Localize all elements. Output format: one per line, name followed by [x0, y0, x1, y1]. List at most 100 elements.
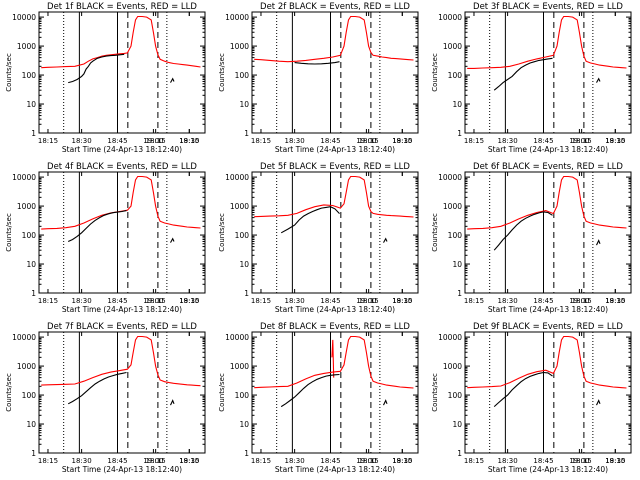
- x-tick-label: 19:15: [392, 297, 412, 305]
- panel-1: Det 1f BLACK = Events, RED = LLD 1 10 100 10…: [5, 2, 206, 154]
- x-tick-label: 19:00: [143, 137, 163, 145]
- x-tick-label: 18:45: [320, 297, 340, 305]
- y-axis-label: Counts/sec: [218, 213, 226, 252]
- lld-series-line: [254, 15, 414, 63]
- y-tick-label: 1000: [443, 362, 462, 371]
- events-series-line: [68, 53, 125, 84]
- y-tick-label: 1000: [230, 42, 249, 51]
- x-tick-label: 19:00: [143, 457, 163, 465]
- y-tick-label: 10: [26, 100, 36, 109]
- lld-series-line: [467, 335, 627, 389]
- events-series-line: [596, 77, 601, 83]
- lld-series-line: [41, 335, 201, 387]
- lld-series-line: [331, 339, 335, 378]
- panel-title: Det 2f BLACK = Events, RED = LLD: [260, 2, 410, 12]
- x-tick-label: 18:30: [392, 457, 412, 465]
- y-axis-label: Counts/sec: [5, 373, 13, 412]
- y-tick-label: 1000: [230, 202, 249, 211]
- events-series-line: [280, 206, 340, 234]
- x-axis-label: Start Time (24-Apr-13 18:12:40): [488, 305, 608, 314]
- x-tick-label: 18:15: [146, 297, 166, 305]
- x-axis-label: Start Time (24-Apr-13 18:12:40): [275, 145, 395, 154]
- y-tick-label: 100: [448, 391, 463, 400]
- x-tick-label: 19:15: [605, 137, 625, 145]
- y-axis-label: Counts/sec: [218, 373, 226, 412]
- y-tick-label: 10000: [438, 173, 462, 182]
- panel-title: Det 4f BLACK = Events, RED = LLD: [47, 162, 197, 172]
- x-tick-label: 18:30: [179, 297, 199, 305]
- y-tick-label: 1: [244, 449, 249, 458]
- plot-frame: [251, 11, 419, 134]
- x-tick-label: 18:30: [498, 457, 518, 465]
- lld-series-line: [41, 175, 201, 230]
- x-tick-label: 18:30: [605, 137, 625, 145]
- x-axis-label: Start Time (24-Apr-13 18:12:40): [275, 305, 395, 314]
- events-series-line: [67, 371, 127, 405]
- y-tick-label: 10000: [12, 333, 36, 342]
- y-tick-label: 10: [452, 100, 462, 109]
- lld-series-line: [254, 335, 414, 389]
- events-series-line: [493, 211, 553, 251]
- y-tick-label: 100: [448, 71, 463, 80]
- x-tick-label: 18:15: [251, 137, 271, 145]
- x-tick-label: 19:00: [569, 297, 589, 305]
- x-tick-label: 18:30: [392, 137, 412, 145]
- x-tick-label: 18:15: [464, 137, 484, 145]
- y-tick-label: 1: [457, 129, 462, 138]
- panel-title: Det 8f BLACK = Events, RED = LLD: [260, 322, 410, 332]
- x-tick-label: 19:00: [569, 457, 589, 465]
- x-tick-label: 18:45: [107, 297, 127, 305]
- events-series-line: [596, 399, 601, 406]
- y-tick-label: 10000: [225, 173, 249, 182]
- x-tick-label: 18:45: [533, 297, 553, 305]
- x-tick-label: 18:45: [107, 137, 127, 145]
- plot-frame: [251, 331, 419, 454]
- y-axis-label: Counts/sec: [218, 53, 226, 92]
- panel-7: Det 7f BLACK = Events, RED = LLD 1 10 100 10…: [5, 322, 206, 474]
- x-tick-label: 19:15: [179, 297, 199, 305]
- x-tick-label: 18:45: [320, 137, 340, 145]
- y-tick-label: 100: [235, 391, 250, 400]
- x-tick-label: 18:15: [251, 297, 271, 305]
- panel-9: Det 9f BLACK = Events, RED = LLD 1 10 100 10…: [431, 322, 632, 474]
- y-tick-label: 10000: [225, 333, 249, 342]
- x-axis-label: Start Time (24-Apr-13 18:12:40): [62, 145, 182, 154]
- plot-frame: [38, 331, 206, 454]
- plot-frame: [38, 171, 206, 294]
- panel-2: Det 2f BLACK = Events, RED = LLD 1 10 100 10…: [218, 2, 419, 154]
- panel-8: Det 8f BLACK = Events, RED = LLD 1 10 100 10…: [218, 322, 419, 474]
- panel-title: Det 1f BLACK = Events, RED = LLD: [47, 2, 197, 12]
- x-tick-label: 19:15: [179, 457, 199, 465]
- y-tick-label: 1: [244, 289, 249, 298]
- events-series-line: [67, 210, 127, 243]
- y-tick-label: 10000: [12, 173, 36, 182]
- lld-series-line: [467, 15, 627, 69]
- x-tick-label: 18:30: [285, 137, 305, 145]
- lld-series-line: [467, 175, 627, 230]
- x-axis-label: Start Time (24-Apr-13 18:12:40): [488, 145, 608, 154]
- y-axis-label: Counts/sec: [431, 53, 439, 92]
- events-series-line: [170, 77, 175, 83]
- x-tick-label: 18:15: [572, 457, 592, 465]
- y-tick-label: 100: [235, 71, 250, 80]
- y-tick-label: 10000: [438, 333, 462, 342]
- x-tick-label: 19:15: [392, 137, 412, 145]
- y-tick-label: 1000: [17, 202, 36, 211]
- x-tick-label: 18:30: [605, 297, 625, 305]
- panel-title: Det 7f BLACK = Events, RED = LLD: [47, 322, 197, 332]
- panel-6: Det 6f BLACK = Events, RED = LLD 1 10 100 10…: [431, 162, 632, 314]
- x-tick-label: 19:15: [179, 137, 199, 145]
- y-tick-label: 1000: [17, 42, 36, 51]
- y-tick-label: 100: [22, 391, 37, 400]
- x-axis-label: Start Time (24-Apr-13 18:12:40): [62, 465, 182, 474]
- y-axis-label: Counts/sec: [431, 213, 439, 252]
- panel-title: Det 5f BLACK = Events, RED = LLD: [260, 162, 410, 172]
- x-tick-label: 18:15: [464, 297, 484, 305]
- x-tick-label: 19:00: [143, 297, 163, 305]
- x-tick-label: 19:15: [605, 457, 625, 465]
- x-tick-label: 19:00: [356, 137, 376, 145]
- x-tick-label: 18:15: [146, 137, 166, 145]
- events-series-line: [294, 61, 340, 65]
